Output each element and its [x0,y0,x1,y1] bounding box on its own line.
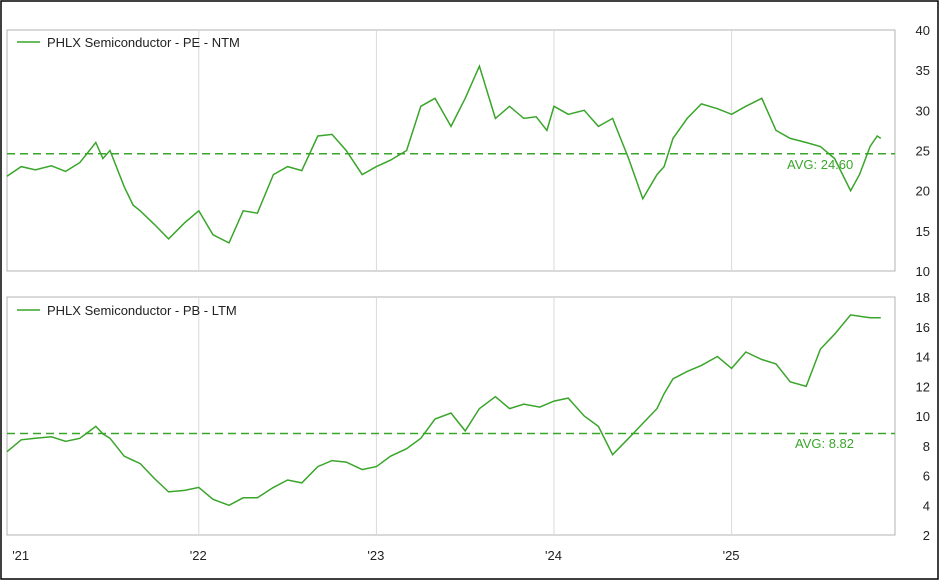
y-tick-label: 35 [916,63,930,78]
pe-legend-label: PHLX Semiconductor - PE - NTM [47,35,240,50]
x-axis: '21 '22 '23 '24 '25 [12,548,739,563]
pe-series-line [6,64,882,244]
x-tick-label: '22 [190,548,207,563]
pb-series-line [6,314,881,507]
pe-chart-panel: 10 15 20 25 30 35 40 AVG: 24.60 PHLX Semicondu… [6,23,930,279]
pb-gridlines [198,297,733,535]
y-tick-label: 18 [916,290,930,305]
pb-legend-label: PHLX Semiconductor - PB - LTM [47,303,237,318]
y-tick-label: 20 [916,184,930,199]
pe-gridlines [198,30,733,271]
x-tick-label: '21 [12,548,29,563]
x-tick-label: '25 [723,548,740,563]
pb-plot-area [6,296,896,536]
y-tick-label: 16 [916,320,930,335]
y-tick-label: 30 [916,103,930,118]
y-tick-label: 10 [916,264,930,279]
pb-chart-panel: 2 4 6 8 10 12 14 16 18 AVG: 8.82 PHLX Semiconduc… [6,290,930,543]
pe-plot-area [6,29,896,272]
x-tick-label: '24 [545,548,562,563]
pe-average-label: AVG: 24.60 [787,157,853,172]
y-tick-label: 4 [923,498,930,513]
pb-average-label: AVG: 8.82 [795,436,854,451]
x-tick-label: '23 [367,548,384,563]
pb-y-axis: 2 4 6 8 10 12 14 16 18 [916,290,930,543]
y-tick-label: 14 [916,350,930,365]
y-tick-label: 10 [916,409,930,424]
y-tick-label: 12 [916,379,930,394]
pe-y-axis: 10 15 20 25 30 35 40 [916,23,930,279]
y-tick-label: 25 [916,144,930,159]
y-tick-label: 6 [923,469,930,484]
y-tick-label: 2 [923,528,930,543]
y-tick-label: 40 [916,23,930,38]
y-tick-label: 8 [923,439,930,454]
y-tick-label: 15 [916,224,930,239]
